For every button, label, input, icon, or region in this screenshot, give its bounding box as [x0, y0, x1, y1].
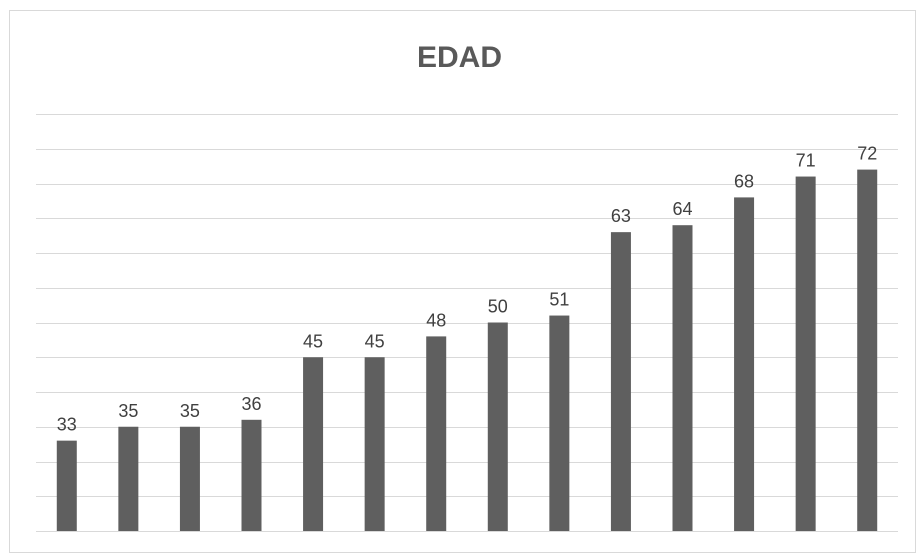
- bar: [672, 225, 693, 531]
- chart-title: EDAD: [416, 41, 502, 74]
- bar: [487, 322, 508, 531]
- bar: [56, 440, 77, 531]
- data-label: 68: [734, 171, 754, 191]
- data-label: 63: [611, 206, 631, 226]
- data-label: 51: [549, 290, 569, 310]
- bar: [303, 357, 324, 531]
- bar: [241, 419, 262, 531]
- data-label: 72: [857, 144, 877, 164]
- data-label: 48: [426, 310, 446, 330]
- bar: [734, 197, 755, 531]
- bar: [118, 426, 139, 531]
- data-label: 35: [180, 401, 200, 421]
- bar: [426, 336, 447, 531]
- bar: [364, 357, 385, 531]
- data-label: 50: [488, 297, 508, 317]
- bar: [795, 176, 816, 532]
- data-label: 71: [796, 151, 816, 171]
- bar: [610, 232, 631, 531]
- bar: [549, 315, 570, 531]
- data-label: 64: [672, 199, 692, 219]
- data-label: 35: [118, 401, 138, 421]
- data-label: 36: [241, 394, 261, 414]
- data-label: 33: [57, 415, 77, 435]
- data-label: 45: [303, 331, 323, 351]
- bar: [179, 426, 200, 531]
- bar: [857, 169, 878, 531]
- data-label: 45: [365, 331, 385, 351]
